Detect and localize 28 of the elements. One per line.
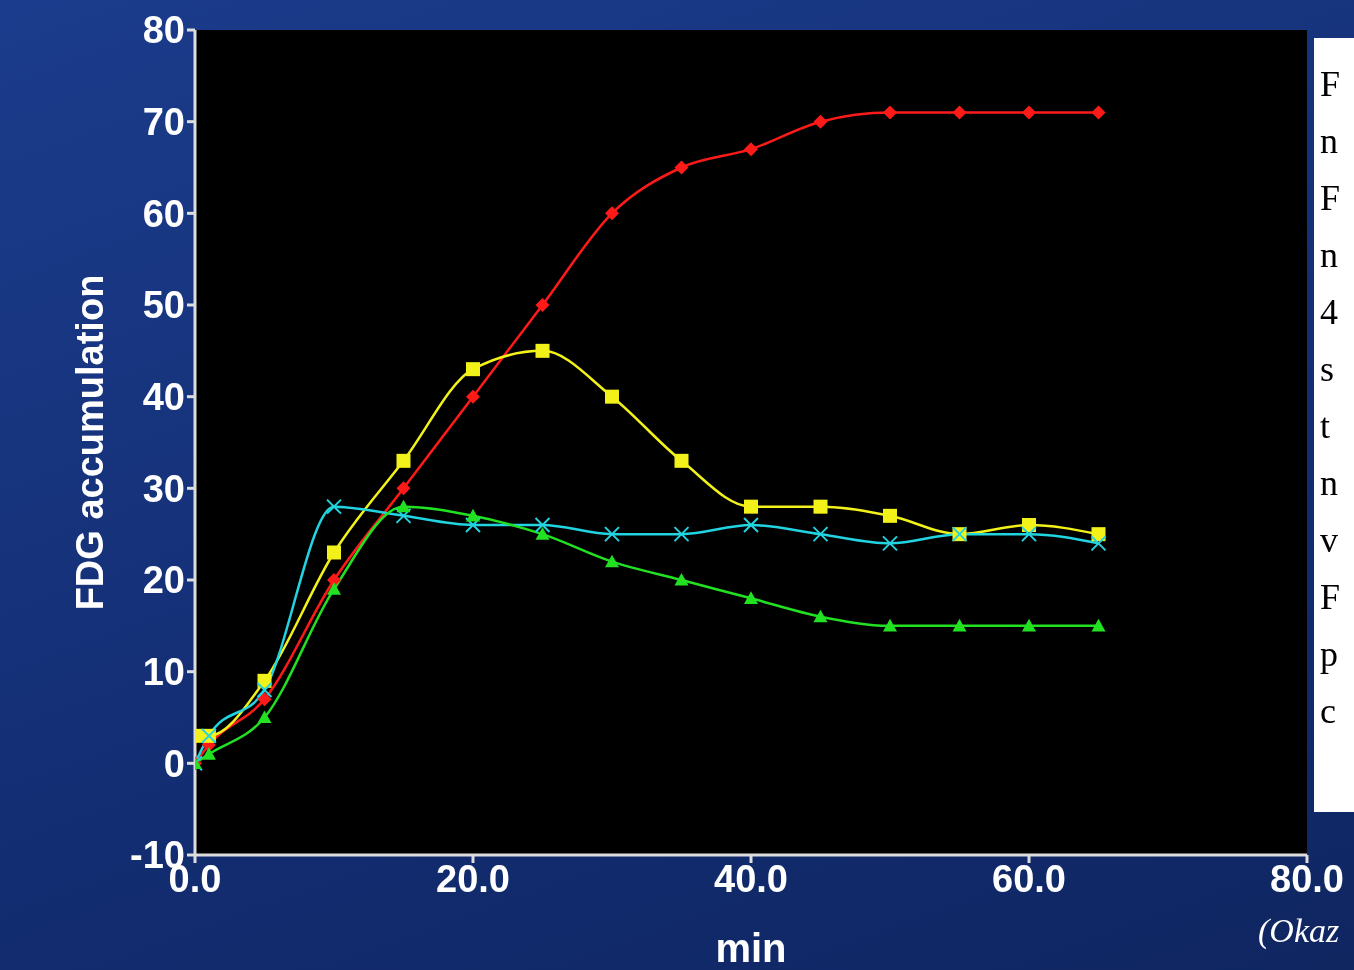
text: v bbox=[1319, 519, 1339, 562]
text: p bbox=[1319, 633, 1339, 676]
text: F bbox=[1319, 177, 1342, 220]
y-tick-label: 60 bbox=[142, 192, 185, 235]
y-tick-label: 10 bbox=[142, 651, 185, 694]
y-tick-label: 20 bbox=[142, 559, 185, 602]
y-axis-title: FDG accumulation bbox=[69, 274, 112, 611]
text: n bbox=[1319, 234, 1339, 277]
text: F bbox=[1319, 63, 1342, 106]
y-tick-label: 30 bbox=[142, 467, 185, 510]
text: (Okaz bbox=[1258, 912, 1340, 950]
text: n bbox=[1319, 120, 1339, 163]
y-tick-label: 40 bbox=[142, 376, 185, 419]
text: s bbox=[1319, 348, 1335, 391]
x-tick-label: 20.0 bbox=[436, 857, 510, 900]
y-tick-label: 0 bbox=[163, 742, 185, 785]
text: 4 bbox=[1319, 291, 1339, 334]
x-tick-label: 60.0 bbox=[992, 857, 1066, 900]
x-axis-title: min bbox=[715, 926, 787, 970]
y-tick-label: 50 bbox=[142, 284, 185, 327]
y-tick-label: 80 bbox=[142, 9, 185, 52]
text: F bbox=[1319, 576, 1342, 619]
y-tick-label: 70 bbox=[142, 101, 185, 144]
text: n bbox=[1319, 462, 1339, 505]
text: t bbox=[1319, 405, 1331, 448]
x-tick-label: 80.0 bbox=[1270, 857, 1344, 900]
x-tick-label: 40.0 bbox=[714, 857, 788, 900]
text: c bbox=[1319, 690, 1337, 733]
